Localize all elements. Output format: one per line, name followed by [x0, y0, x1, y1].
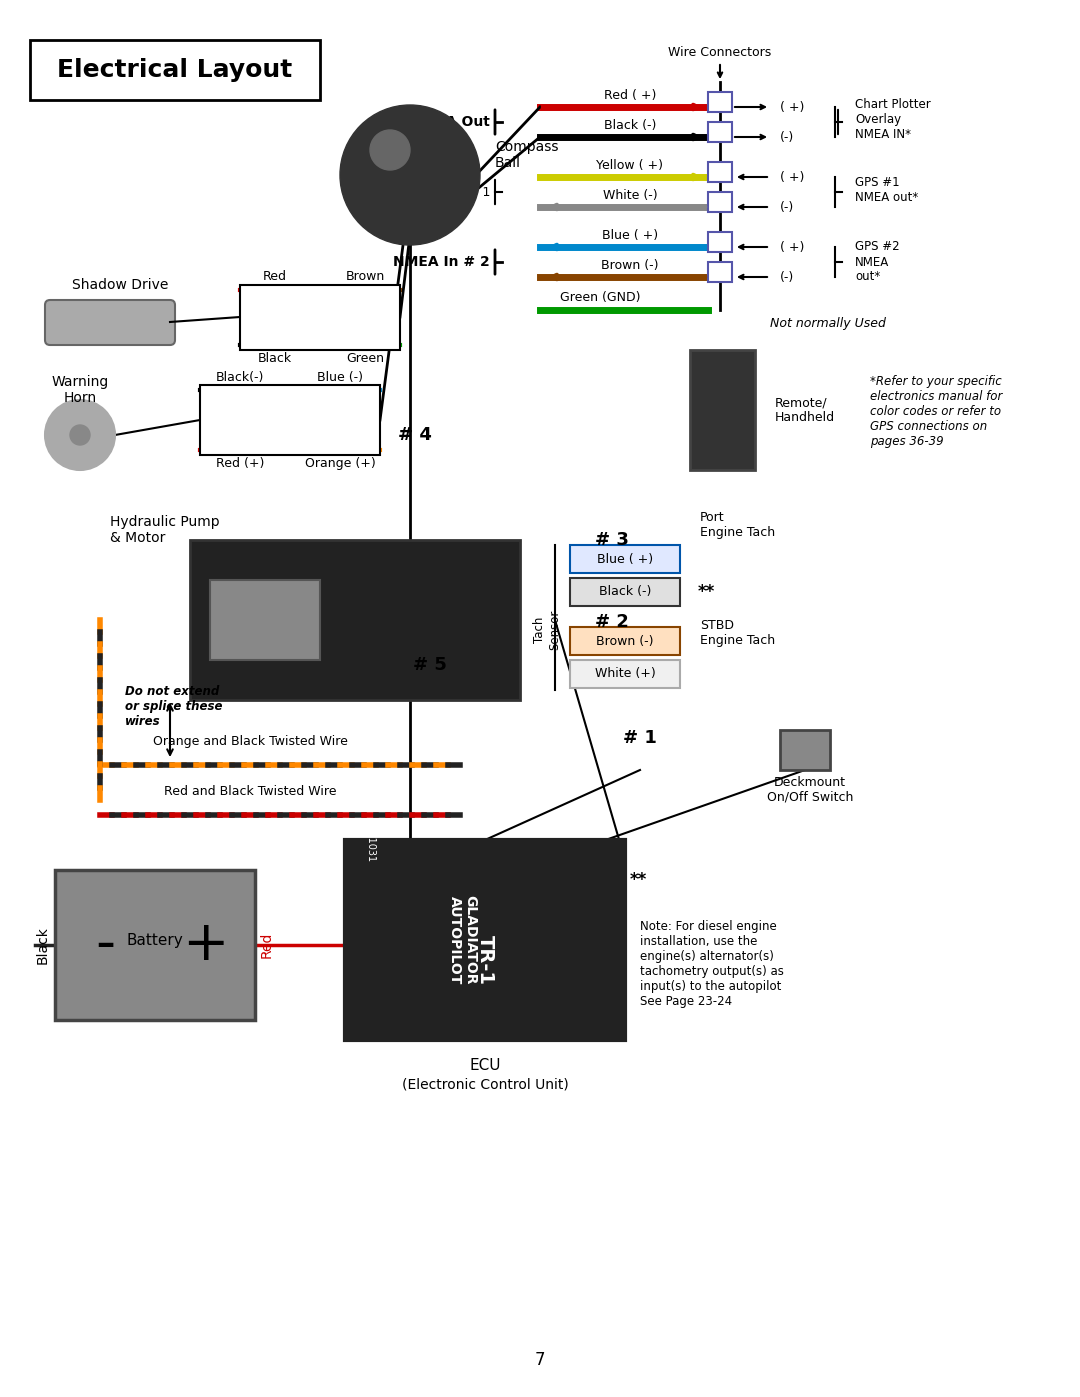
- Text: Red: Red: [260, 932, 274, 958]
- Bar: [780, 731, 831, 770]
- Text: Green (GND): Green (GND): [559, 292, 640, 305]
- Text: Electrical Layout: Electrical Layout: [57, 59, 293, 82]
- Text: Remote/
Handheld: Remote/ Handheld: [775, 395, 835, 425]
- Circle shape: [370, 130, 410, 170]
- Bar: [708, 92, 732, 112]
- Text: TR-1: TR-1: [475, 935, 495, 985]
- Text: ( +): ( +): [780, 170, 805, 183]
- Text: # 2: # 2: [595, 613, 629, 631]
- Bar: [708, 232, 732, 251]
- Text: Red ( +): Red ( +): [604, 88, 657, 102]
- Text: Deckmount
On/Off Switch: Deckmount On/Off Switch: [767, 775, 853, 805]
- Text: GPS #2
NMEA
out*: GPS #2 NMEA out*: [855, 240, 900, 284]
- Text: **: **: [698, 583, 715, 601]
- Text: NMEA In # 1: NMEA In # 1: [411, 186, 490, 198]
- Text: GLADIATOR: GLADIATOR: [463, 895, 477, 985]
- Bar: [708, 263, 732, 282]
- Text: Battery: Battery: [126, 933, 184, 947]
- Bar: [200, 386, 380, 455]
- Text: Chart Plotter
Overlay
NMEA IN*: Chart Plotter Overlay NMEA IN*: [855, 99, 931, 141]
- Text: Wire Connectors: Wire Connectors: [669, 46, 771, 59]
- Text: Tach
Sensor: Tach Sensor: [534, 610, 561, 650]
- Text: ( +): ( +): [780, 101, 805, 113]
- Bar: [210, 580, 320, 659]
- Text: Hydraulic Pump
& Motor: Hydraulic Pump & Motor: [110, 515, 219, 545]
- Text: Do not extend
or splice these
wires: Do not extend or splice these wires: [125, 685, 222, 728]
- Bar: [708, 162, 732, 182]
- Bar: [345, 840, 625, 1039]
- Bar: [690, 351, 755, 469]
- Text: Red and Black Twisted Wire: Red and Black Twisted Wire: [164, 785, 336, 798]
- Bar: [240, 285, 400, 351]
- Text: # 5: # 5: [413, 657, 447, 673]
- Text: Brown (-): Brown (-): [602, 258, 659, 271]
- Text: White (-): White (-): [603, 189, 658, 201]
- Text: AUTOPILOT: AUTOPILOT: [448, 895, 462, 985]
- Text: Black: Black: [258, 352, 292, 365]
- Text: Yellow ( +): Yellow ( +): [596, 158, 663, 172]
- Text: NMEA In # 2: NMEA In # 2: [393, 256, 490, 270]
- Text: # 4: # 4: [399, 426, 432, 444]
- Text: Not normally Used: Not normally Used: [770, 317, 886, 330]
- Bar: [190, 541, 519, 700]
- Text: Brown (-): Brown (-): [596, 634, 653, 647]
- Circle shape: [340, 105, 480, 244]
- Bar: [55, 870, 255, 1020]
- Bar: [570, 659, 680, 687]
- Text: # 1: # 1: [623, 729, 657, 747]
- Text: (-): (-): [780, 130, 794, 144]
- Text: (-): (-): [780, 201, 794, 214]
- Text: Red: Red: [264, 271, 287, 284]
- Text: White (+): White (+): [595, 668, 656, 680]
- Text: Black: Black: [36, 926, 50, 964]
- Text: Orange (+): Orange (+): [305, 457, 376, 469]
- Text: Compass
Ball: Compass Ball: [495, 140, 558, 170]
- Text: ECU: ECU: [469, 1058, 501, 1073]
- Text: (Electronic Control Unit): (Electronic Control Unit): [402, 1078, 568, 1092]
- Text: Orange and Black Twisted Wire: Orange and Black Twisted Wire: [152, 735, 348, 747]
- Circle shape: [45, 400, 114, 469]
- Text: Black (-): Black (-): [604, 119, 657, 131]
- Text: # 3: # 3: [595, 531, 629, 549]
- Text: Green: Green: [346, 352, 384, 365]
- Text: +: +: [181, 918, 228, 972]
- Text: Shadow Drive: Shadow Drive: [71, 278, 168, 292]
- Text: GPS #1
NMEA out*: GPS #1 NMEA out*: [855, 176, 918, 204]
- Text: Blue ( +): Blue ( +): [602, 229, 658, 242]
- Text: **: **: [630, 870, 647, 888]
- Bar: [570, 578, 680, 606]
- Text: NMEA Out: NMEA Out: [411, 115, 490, 129]
- Bar: [708, 122, 732, 142]
- Text: Black (-): Black (-): [598, 585, 651, 598]
- Text: 7: 7: [535, 1351, 545, 1369]
- Text: Blue ( +): Blue ( +): [597, 552, 653, 566]
- Text: Red (+): Red (+): [216, 457, 265, 469]
- Text: (-): (-): [780, 271, 794, 284]
- Text: Note: For diesel engine
installation, use the
engine(s) alternator(s)
tachometry: Note: For diesel engine installation, us…: [640, 921, 784, 1009]
- Bar: [570, 627, 680, 655]
- Text: SN61031: SN61031: [365, 817, 375, 862]
- Text: Port
Engine Tach: Port Engine Tach: [700, 511, 775, 539]
- Bar: [30, 41, 320, 101]
- Text: ( +): ( +): [780, 240, 805, 253]
- Text: Warning
Horn: Warning Horn: [52, 374, 109, 405]
- Circle shape: [70, 425, 90, 446]
- Bar: [570, 545, 680, 573]
- Bar: [708, 191, 732, 212]
- Text: -: -: [95, 918, 116, 972]
- Text: Black(-): Black(-): [216, 370, 265, 384]
- Text: STBD
Engine Tach: STBD Engine Tach: [700, 619, 775, 647]
- Text: *Refer to your specific
electronics manual for
color codes or refer to
GPS conne: *Refer to your specific electronics manu…: [870, 374, 1002, 448]
- Text: Brown: Brown: [346, 271, 384, 284]
- FancyBboxPatch shape: [45, 300, 175, 345]
- Text: Blue (-): Blue (-): [318, 370, 363, 384]
